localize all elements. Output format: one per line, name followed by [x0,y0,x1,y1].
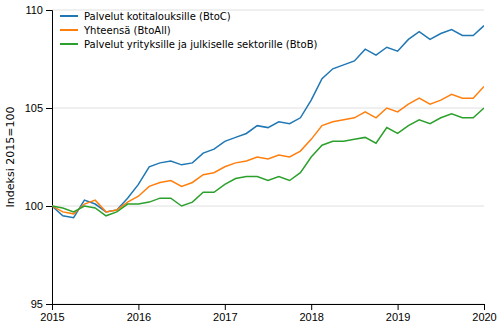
tick: 2017 [213,304,237,323]
x-axis: 2015 2016 2017 2018 2019 2020 [40,304,496,323]
tick-label: 100 [25,200,43,212]
tick: 105 [25,102,52,114]
axis-line [53,305,485,311]
tick-label: 2017 [213,311,237,323]
tick-mark [138,304,139,310]
legend-label: Yhteensä (BtoAll) [83,25,171,36]
tick-label: 110 [25,4,43,16]
tick-mark [398,304,399,310]
plot: 2015 2016 2017 2018 2019 2020 95 100 105 110 Palve… [25,4,497,323]
tick: 2019 [386,304,410,323]
tick-label: 2016 [127,311,151,323]
grid-line [52,206,484,207]
series-line [52,26,484,218]
tick-label: 2015 [40,311,64,323]
tick-mark [46,206,52,207]
legend-item: Palvelut kotitalouksille (BtoC) [60,11,231,22]
tick-mark [46,108,52,109]
tick-mark [311,304,312,310]
legend-item: Yhteensä (BtoAll) [60,25,171,36]
tick-mark [225,304,226,310]
legend-item: Palvelut yrityksille ja julkiselle sekto… [60,39,318,50]
tick: 2018 [299,304,323,323]
tick-label: 2020 [472,311,496,323]
tick: 95 [31,298,52,310]
legend-swatch [60,29,78,31]
tick-mark [46,10,52,11]
grid [52,10,484,304]
series-line [52,108,484,216]
tick-label: 2018 [299,311,323,323]
y-axis-title: Indeksi 2015=100 [4,107,17,208]
tick-label: 95 [31,298,43,310]
tick: 2016 [127,304,151,323]
tick-mark [46,304,52,305]
tick: 2020 [472,304,496,323]
legend-swatch [60,15,78,17]
grid-line [52,108,484,109]
legend: Palvelut kotitalouksille (BtoC) Yhteensä … [60,11,318,50]
y-axis: 95 100 105 110 [25,4,53,310]
tick: 2015 [40,304,64,323]
lines [52,26,484,218]
tick: 100 [25,200,52,212]
axis-line [46,11,53,305]
tick-label: 105 [25,102,43,114]
legend-label: Palvelut yrityksille ja julkiselle sekto… [84,39,318,50]
tick-mark [484,304,485,310]
tick: 110 [25,4,52,16]
series-line [52,86,484,213]
chart: 2015 2016 2017 2018 2019 2020 95 100 105 110 Palve… [0,0,500,330]
legend-swatch [60,43,78,45]
legend-label: Palvelut kotitalouksille (BtoC) [84,11,231,22]
tick-label: 2019 [386,311,410,323]
